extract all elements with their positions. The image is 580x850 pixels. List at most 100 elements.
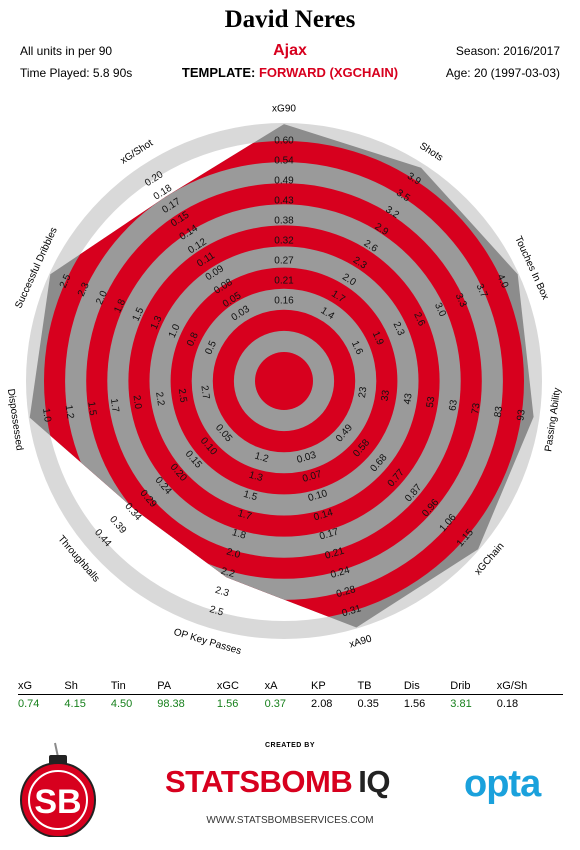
tick-label: 2.3	[214, 585, 231, 600]
tick-label: 4.0	[494, 273, 510, 291]
tick-label: 2.0	[130, 394, 143, 410]
stat-header-tb: TB	[357, 680, 404, 695]
tick-label: 0.16	[274, 296, 294, 307]
brand-statsbomb: STATSBOMB	[165, 764, 353, 799]
tick-label: 1.8	[112, 297, 128, 315]
tick-label: 0.54	[274, 156, 294, 167]
tick-label: 2.7	[198, 385, 211, 401]
stats-header-row: xG Sh Tin PA xGC xA KP TB Dis Drib xG/Sh	[18, 680, 563, 695]
tick-label: 0.38	[274, 216, 294, 227]
tick-label: 0.27	[274, 256, 294, 267]
tick-label: 2.5	[208, 604, 225, 619]
stat-value-xgsh: 0.18	[496, 698, 519, 710]
created-by: CREATED BY	[265, 742, 315, 749]
stat-value-tin: 4.50	[110, 698, 133, 710]
sb-logo-text: SB	[34, 783, 81, 821]
tick-label: 93	[515, 408, 528, 421]
stat-value-dis: 1.56	[403, 698, 426, 710]
tick-label: 0.31	[341, 603, 363, 619]
tick-label: 2.6	[411, 311, 427, 329]
tick-label: 73	[470, 402, 483, 415]
tick-label: 83	[493, 405, 506, 418]
axis-label-shots: Shots	[417, 141, 444, 164]
statsbomb-logo: SB	[20, 742, 96, 837]
tick-label: 23	[357, 386, 370, 399]
statsbomb-iq-logo: STATSBOMB IQ	[165, 764, 390, 800]
units-note: All units in per 90	[20, 44, 113, 58]
stat-value-xgc: 1.56	[216, 698, 239, 710]
tick-label: 63	[447, 399, 460, 412]
tick-label: 1.9	[370, 330, 386, 348]
tick-label: 0.10	[307, 488, 329, 504]
tick-label: 3.3	[453, 292, 469, 310]
tick-label: 0.28	[335, 584, 357, 600]
stat-value-xg: 0.74	[18, 698, 40, 710]
stat-header-pa: PA	[157, 680, 217, 695]
tick-label: 1.0	[167, 322, 183, 340]
template-label: TEMPLATE: FORWARD (XGCHAIN)	[0, 65, 580, 80]
radar-core	[255, 352, 313, 410]
radar-bands	[44, 141, 524, 621]
tick-label: 2.2	[219, 566, 236, 581]
tick-label: 2.2	[153, 391, 166, 407]
tick-label: 2.5	[58, 272, 74, 290]
tick-label: 0.60	[274, 136, 294, 147]
stat-value-kp: 2.08	[311, 698, 333, 710]
stats-value-row: 0.74 4.15 4.50 98.38 1.56 0.37 2.08 0.35 1.56 3.8…	[18, 695, 563, 710]
axis-label-xa90: xA90	[348, 633, 373, 650]
season-label: Season: 2016/2017	[455, 44, 560, 58]
tick-label: 2.3	[391, 320, 407, 338]
stat-value-pa: 98.38	[157, 698, 185, 710]
stat-header-dis: Dis	[403, 680, 451, 695]
tick-label: 2.3	[76, 281, 92, 299]
time-played: Time Played: 5.8 90s	[20, 66, 133, 80]
brand-iq: IQ	[358, 764, 390, 799]
axis-label-xg90: xG90	[272, 104, 296, 115]
tick-label: 0.17	[318, 526, 340, 542]
stat-value-sh: 4.15	[64, 698, 86, 710]
tick-label: 0.24	[329, 565, 351, 581]
stat-header-kp: KP	[311, 680, 358, 695]
stat-header-xgsh: xG/Sh	[496, 680, 563, 695]
website-url: WWW.STATSBOMBSERVICES.COM	[206, 815, 374, 826]
tick-label: 3.7	[474, 282, 490, 300]
stat-value-drib: 3.81	[450, 698, 472, 710]
tick-label: 1.8	[231, 527, 248, 542]
tick-label: 1.7	[108, 398, 121, 414]
tick-label: 1.2	[63, 404, 76, 420]
stat-header-xgc: xGC	[216, 680, 265, 695]
tick-label: 2.0	[225, 546, 242, 561]
tick-label: 1.2	[253, 451, 270, 466]
tick-label: 53	[425, 395, 438, 408]
age-label: Age: 20 (1997-03-03)	[445, 66, 560, 80]
stat-header-xa: xA	[264, 680, 312, 695]
tick-label: 1.5	[85, 401, 98, 417]
stat-header-xg: xG	[18, 680, 65, 695]
stat-value-tb: 0.35	[357, 698, 379, 710]
tick-label: 1.6	[349, 339, 365, 357]
stat-header-sh: Sh	[64, 680, 111, 695]
axis-label-dispossessed: Dispossessed	[5, 388, 25, 451]
tick-label: 0.8	[185, 330, 201, 348]
tick-label: 1.3	[149, 314, 165, 332]
tick-label: 0.32	[274, 236, 294, 247]
stat-value-xa: 0.37	[264, 698, 287, 710]
tick-label: 0.21	[324, 546, 346, 562]
tick-label: 1.7	[236, 508, 253, 523]
opta-logo: opta	[464, 763, 541, 805]
tick-label: 1.5	[131, 305, 147, 323]
tick-label: 0.49	[274, 176, 294, 187]
template-value: FORWARD (XGCHAIN)	[258, 65, 399, 80]
tick-label: 0.43	[274, 196, 294, 207]
tick-label: 2.0	[94, 289, 110, 307]
tick-label: 1.5	[242, 489, 259, 504]
tick-label: 3.0	[432, 301, 448, 319]
player-name: David Neres	[224, 6, 356, 33]
stat-header-drib: Drib	[450, 680, 497, 695]
template-key: TEMPLATE:	[181, 65, 256, 80]
tick-label: 33	[380, 389, 393, 402]
radar-chart: 0.16 0.21 0.27 0.32 0.38 0.43 0.49 0.54 0.60 xG90…	[5, 104, 563, 658]
tick-label: 0.07	[301, 469, 323, 485]
club-name: Ajax	[273, 42, 307, 59]
tick-label: 43	[402, 392, 415, 405]
